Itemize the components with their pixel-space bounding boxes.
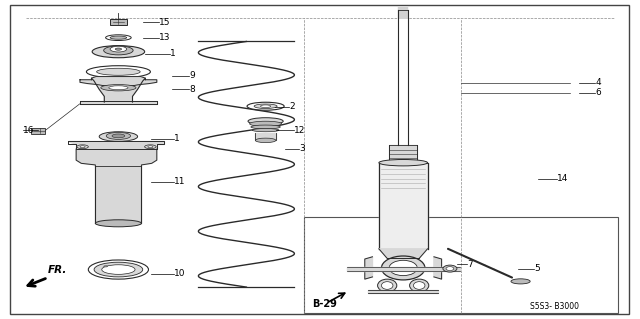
Ellipse shape [381, 256, 425, 280]
Ellipse shape [443, 265, 457, 272]
Polygon shape [398, 10, 408, 145]
Ellipse shape [115, 48, 122, 50]
Text: 9: 9 [189, 71, 195, 80]
Text: 7: 7 [467, 260, 473, 269]
Ellipse shape [255, 138, 276, 143]
Ellipse shape [247, 102, 284, 110]
Ellipse shape [145, 145, 156, 149]
Polygon shape [347, 267, 460, 271]
Bar [304, 217, 618, 313]
Ellipse shape [92, 46, 145, 58]
Ellipse shape [148, 146, 153, 148]
Ellipse shape [413, 282, 425, 289]
Text: 5: 5 [534, 264, 540, 273]
Ellipse shape [104, 46, 133, 55]
Ellipse shape [97, 68, 140, 75]
Bar [110, 19, 127, 25]
Text: 11: 11 [174, 177, 186, 186]
Bar [31, 128, 45, 134]
Ellipse shape [252, 129, 279, 132]
Text: FR.: FR. [48, 265, 67, 275]
Ellipse shape [101, 85, 136, 91]
Polygon shape [379, 249, 428, 258]
Polygon shape [68, 141, 164, 149]
Ellipse shape [94, 262, 143, 277]
Ellipse shape [99, 132, 138, 141]
Ellipse shape [112, 134, 125, 138]
Text: 3: 3 [299, 145, 305, 153]
Polygon shape [255, 133, 276, 140]
Text: 6: 6 [595, 88, 601, 97]
Text: 8: 8 [189, 85, 195, 94]
Ellipse shape [446, 267, 454, 271]
Ellipse shape [260, 105, 271, 108]
Text: 14: 14 [557, 174, 568, 183]
Polygon shape [379, 163, 428, 249]
Polygon shape [365, 257, 372, 279]
Polygon shape [80, 77, 157, 85]
Ellipse shape [102, 265, 135, 274]
Polygon shape [95, 166, 141, 223]
Ellipse shape [106, 35, 131, 41]
Ellipse shape [109, 86, 128, 90]
Ellipse shape [110, 36, 127, 39]
Ellipse shape [77, 145, 88, 149]
Text: 1: 1 [170, 49, 175, 58]
Ellipse shape [410, 279, 429, 292]
Polygon shape [434, 257, 442, 279]
Text: 4: 4 [595, 78, 601, 87]
Ellipse shape [248, 118, 283, 125]
Ellipse shape [104, 266, 108, 267]
Text: 16: 16 [23, 126, 35, 135]
Ellipse shape [251, 125, 280, 129]
Polygon shape [76, 149, 157, 166]
Polygon shape [92, 78, 145, 102]
Ellipse shape [110, 46, 127, 52]
Text: B-29: B-29 [312, 299, 337, 309]
Ellipse shape [80, 146, 85, 148]
Ellipse shape [86, 66, 150, 78]
Ellipse shape [378, 279, 397, 292]
Ellipse shape [106, 132, 131, 139]
Text: 10: 10 [174, 269, 186, 278]
Text: 12: 12 [294, 126, 306, 135]
Text: 15: 15 [159, 18, 170, 27]
Ellipse shape [389, 260, 417, 276]
Polygon shape [80, 101, 157, 104]
Ellipse shape [379, 160, 428, 166]
Ellipse shape [250, 121, 282, 126]
Ellipse shape [88, 260, 148, 279]
Text: 1: 1 [174, 134, 180, 143]
Text: S5S3- B3000: S5S3- B3000 [530, 302, 579, 311]
Ellipse shape [254, 104, 277, 108]
Text: 2: 2 [289, 102, 295, 111]
Ellipse shape [511, 279, 530, 284]
Ellipse shape [381, 282, 393, 289]
Polygon shape [368, 290, 438, 293]
Ellipse shape [95, 220, 141, 227]
Text: 13: 13 [159, 33, 170, 42]
Polygon shape [389, 145, 417, 163]
